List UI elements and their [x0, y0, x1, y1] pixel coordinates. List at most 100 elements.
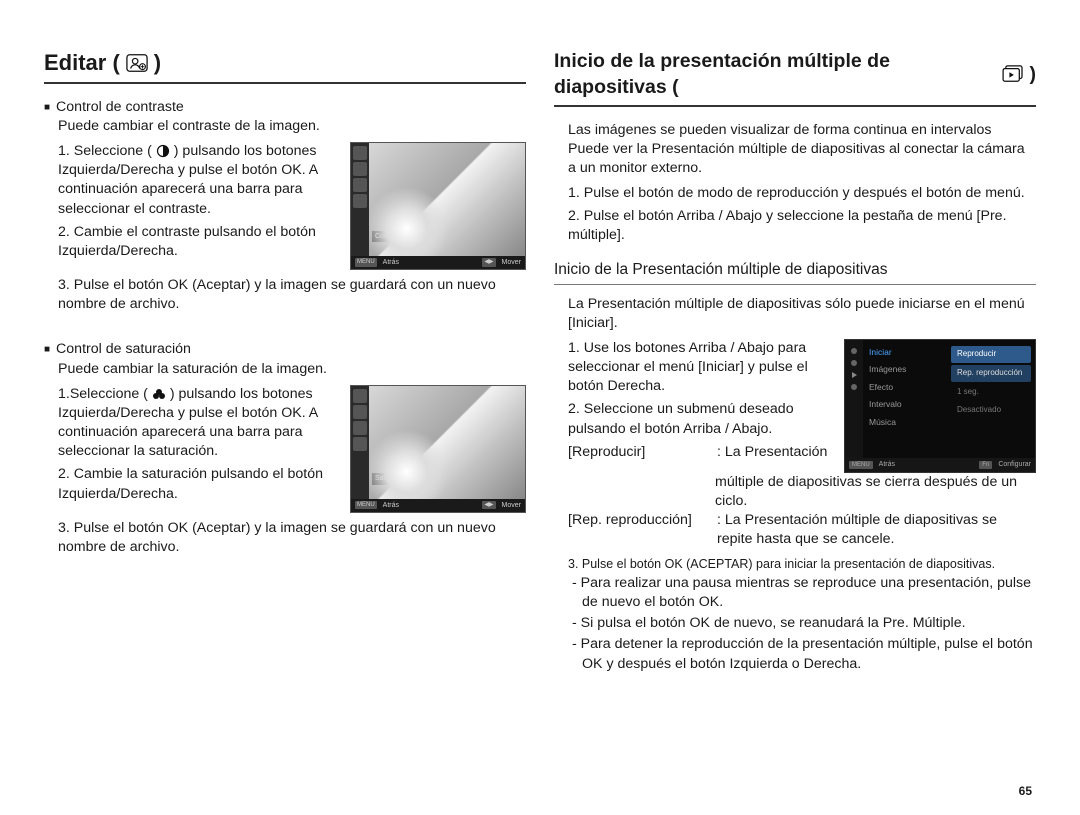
sat-lcd: 5M Saturación MENU Atrás ◀▶ Mover: [350, 385, 526, 513]
contrast-title-line: ■ Control de contraste: [44, 98, 526, 117]
menu-right-list: Reproducir Rep. reproducción 1 seg. Desa…: [947, 340, 1035, 458]
sat-desc: Puede cambiar la saturación de la imagen…: [44, 360, 526, 379]
opt2-key: [Rep. reproducción]: [568, 511, 713, 549]
sidebar-dot-icon: [851, 348, 857, 354]
opt-rep-reproduccion: [Rep. reproducción] : La Presentación mú…: [554, 511, 1036, 549]
right-p2: 2. Pulse el botón Arriba / Abajo y selec…: [568, 207, 1036, 245]
lcd-move: Mover: [502, 258, 521, 267]
nav-tag-icon: ◀▶: [482, 258, 495, 266]
sidebar-play-icon: [852, 372, 857, 378]
lcd-back: Atrás: [383, 258, 399, 267]
lcd-move: Mover: [502, 501, 521, 510]
heading-rule-right: [554, 105, 1036, 107]
right-s1: 1. Use los botones Arriba / Abajo para s…: [568, 339, 834, 397]
menu-item-musica[interactable]: Música: [867, 414, 945, 431]
sub-desc: La Presentación múltiple de diapositivas…: [554, 295, 1036, 333]
lcd-side-icon: [353, 146, 367, 160]
lcd-label-text: Saturación: [372, 473, 411, 484]
lcd-side-icon: [353, 162, 367, 176]
contrast-lcd: 5M Contraste MENU Atrás ◀▶ Mover: [350, 142, 526, 270]
slideshow-intro: Las imágenes se pueden visualizar de for…: [554, 121, 1036, 179]
lcd-side-icon: [353, 405, 367, 419]
lcd-preview-image: Contraste: [369, 143, 525, 256]
menu-opt-reproducir[interactable]: Reproducir: [951, 346, 1031, 363]
menu-opt-disabled[interactable]: Desactivado: [951, 402, 1031, 419]
menu-opt-rep[interactable]: Rep. reproducción: [951, 365, 1031, 382]
heading-rule-left: [44, 82, 526, 84]
editar-close: ): [154, 48, 161, 78]
lcd-side-icon: [353, 194, 367, 208]
menu-lcd: Iniciar Imágenes Efecto Intervalo Música…: [844, 339, 1036, 473]
editar-title: Editar (: [44, 48, 120, 78]
slideshow-icon: [1002, 65, 1024, 83]
editar-heading: Editar ( ): [44, 48, 526, 78]
menu-set: Configurar: [998, 460, 1031, 469]
lcd-preview-image: Saturación: [369, 386, 525, 499]
slideshow-heading: Inicio de la presentación múltiple de di…: [554, 48, 1036, 101]
contrast-title: Control de contraste: [56, 98, 184, 117]
menu-tag-icon: MENU: [849, 461, 873, 469]
right-s3: 3. Pulse el botón OK (ACEPTAR) para inic…: [554, 556, 1036, 572]
contrast-step1: 1. Seleccione ( ) pulsando los botones I…: [58, 142, 340, 219]
sat-title-line: ■ Control de saturación: [44, 340, 526, 359]
sat-step3: 3. Pulse el botón OK (Aceptar) y la imag…: [58, 519, 526, 557]
sub-rule: [554, 284, 1036, 285]
contrast-step2: 2. Cambie el contraste pulsando el botón…: [58, 223, 340, 261]
right-p1: 1. Pulse el botón de modo de reproducció…: [568, 184, 1036, 203]
right-steps-row: 1. Use los botones Arriba / Abajo para s…: [554, 339, 1036, 473]
dash-1: - Para realizar una pausa mientras se re…: [554, 574, 1036, 612]
square-bullet-icon: ■: [44, 343, 50, 357]
dash-2: - Si pulsa el botón OK de nuevo, se rean…: [554, 614, 1036, 633]
contrast-steps-row: 1. Seleccione ( ) pulsando los botones I…: [44, 142, 526, 270]
square-bullet-icon: ■: [44, 101, 50, 115]
lcd-bottom-bar: MENU Atrás ◀▶ Mover: [351, 499, 525, 512]
sat-step1-pre: 1.Seleccione (: [58, 386, 148, 402]
sat-step2: 2. Cambie la saturación pulsando el botó…: [58, 465, 340, 503]
opt-reproducir: [Reproducir] : La Presentación: [554, 443, 834, 462]
right-steps: 1. Use los botones Arriba / Abajo para s…: [554, 339, 834, 473]
slideshow-title: Inicio de la presentación múltiple de di…: [554, 48, 996, 101]
sidebar-dot-icon: [851, 360, 857, 366]
menu-item-iniciar[interactable]: Iniciar: [867, 344, 945, 361]
menu-item-intervalo[interactable]: Intervalo: [867, 396, 945, 413]
slideshow-close: ): [1030, 61, 1037, 87]
menu-tag-icon: MENU: [355, 501, 377, 509]
sat-steps-row: 1.Seleccione ( ) pulsando los botones Iz…: [44, 385, 526, 513]
menu-bottom-bar: MENU Atrás Fn Configurar: [845, 458, 1035, 472]
sat-steps: 1.Seleccione ( ) pulsando los botones Iz…: [44, 385, 340, 513]
menu-opt-interval[interactable]: 1 seg.: [951, 384, 1031, 401]
sub-heading: Inicio de la Presentación múltiple de di…: [554, 260, 1036, 281]
lcd-side-icon: [353, 437, 367, 451]
menu-left-list: Iniciar Imágenes Efecto Intervalo Música: [863, 340, 947, 458]
contrast-inline-icon: [156, 144, 170, 158]
opt1-key: [Reproducir]: [568, 443, 713, 462]
opt2-val: : La Presentación múltiple de diapositiv…: [717, 511, 1036, 549]
menu-item-efecto[interactable]: Efecto: [867, 379, 945, 396]
nav-tag-icon: ◀▶: [482, 501, 495, 509]
contrast-step1-pre: 1. Seleccione (: [58, 143, 152, 159]
lcd-bottom-bar: MENU Atrás ◀▶ Mover: [351, 256, 525, 269]
opt1-cont: múltiple de diapositivas se cierra despu…: [554, 473, 1036, 511]
edit-person-icon: [126, 54, 148, 72]
sat-title: Control de saturación: [56, 340, 191, 359]
menu-tag-icon: MENU: [355, 258, 377, 266]
saturation-inline-icon: [152, 388, 166, 400]
lcd-back: Atrás: [383, 501, 399, 510]
lcd-label-text: Contraste: [372, 231, 408, 242]
sat-step1: 1.Seleccione ( ) pulsando los botones Iz…: [58, 385, 340, 462]
lcd-side-icon: [353, 178, 367, 192]
right-column: Inicio de la presentación múltiple de di…: [554, 48, 1036, 795]
opt1-val: : La Presentación: [717, 443, 834, 462]
lcd-side-icon: [353, 421, 367, 435]
fn-tag-icon: Fn: [979, 461, 992, 469]
menu-item-imagenes[interactable]: Imágenes: [867, 361, 945, 378]
sidebar-dot-icon: [851, 384, 857, 390]
lcd-side-icon: [353, 389, 367, 403]
menu-sidebar: [845, 340, 863, 458]
contrast-step3: 3. Pulse el botón OK (Aceptar) y la imag…: [58, 276, 526, 314]
contrast-steps: 1. Seleccione ( ) pulsando los botones I…: [44, 142, 340, 270]
page-number: 65: [1019, 783, 1032, 799]
right-s2: 2. Seleccione un submenú deseado pulsand…: [568, 400, 834, 438]
dash-3: - Para detener la reproducción de la pre…: [554, 635, 1036, 673]
left-column: Editar ( ) ■ Control de contraste Puede …: [44, 48, 526, 795]
